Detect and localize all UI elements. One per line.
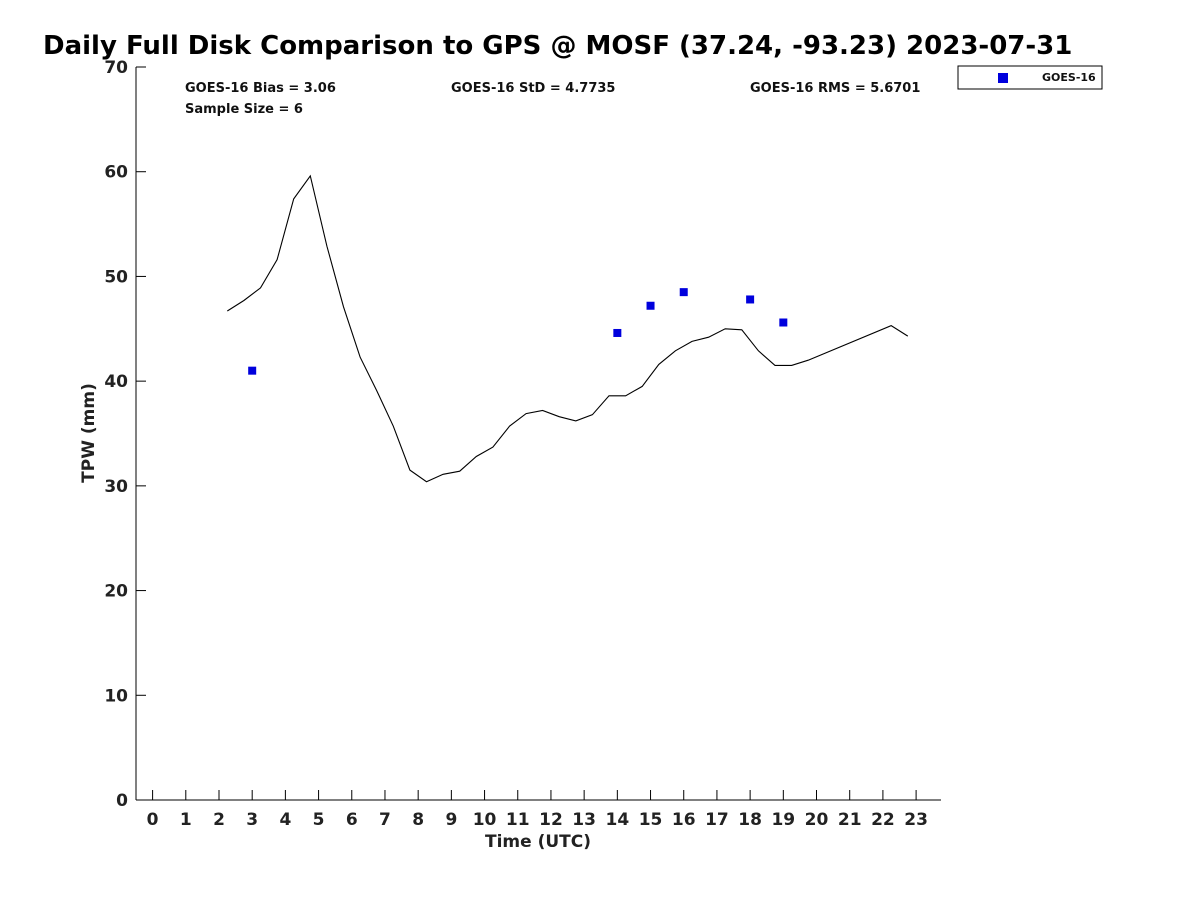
x-tick-label: 9 — [445, 810, 457, 830]
goes16-point — [613, 328, 622, 337]
x-tick-label: 19 — [771, 810, 795, 830]
y-tick-label: 50 — [104, 267, 128, 287]
stat-rms: GOES-16 RMS = 5.6701 — [750, 81, 920, 96]
stat-sample-size: Sample Size = 6 — [185, 102, 303, 117]
y-tick-label: 70 — [104, 58, 128, 78]
y-tick-label: 60 — [104, 163, 128, 183]
y-axis-label: TPW (mm) — [79, 383, 99, 483]
x-tick-label: 21 — [838, 810, 862, 830]
x-tick-label: 14 — [606, 810, 630, 830]
goes16-point — [679, 288, 688, 297]
x-tick-label: 0 — [147, 810, 159, 830]
x-tick-label: 5 — [313, 810, 325, 830]
legend-label-goes16: GOES-16 — [1042, 71, 1096, 84]
gps-tpw-line — [227, 174, 909, 483]
x-tick-label: 11 — [506, 810, 530, 830]
goes16-point — [779, 318, 788, 327]
y-tick-label: 20 — [104, 582, 128, 602]
x-tick-label: 1 — [180, 810, 192, 830]
x-tick-label: 13 — [572, 810, 596, 830]
x-tick-label: 16 — [672, 810, 696, 830]
x-tick-label: 10 — [473, 810, 497, 830]
x-tick-label: 2 — [213, 810, 225, 830]
y-tick-label: 30 — [104, 477, 128, 497]
legend-marker-goes16 — [998, 73, 1008, 83]
x-tick-label: 18 — [738, 810, 762, 830]
x-axis-ticks: 0 1 2 3 4 5 6 7 8 9 10 11 12 13 14 15 16 17 18 19 20 21 22 23 — [147, 790, 928, 830]
goes16-point — [646, 301, 655, 310]
x-tick-label: 17 — [705, 810, 729, 830]
x-tick-label: 15 — [639, 810, 663, 830]
legend: GOES-16 — [957, 65, 1103, 90]
stat-bias: GOES-16 Bias = 3.06 — [185, 81, 336, 96]
y-tick-label: 40 — [104, 372, 128, 392]
x-tick-label: 8 — [412, 810, 424, 830]
chart-title: Daily Full Disk Comparison to GPS @ MOSF… — [43, 31, 1072, 61]
x-tick-label: 23 — [904, 810, 928, 830]
x-tick-label: 3 — [246, 810, 258, 830]
axes — [135, 67, 941, 801]
legend-box — [957, 65, 1103, 90]
x-tick-label: 6 — [346, 810, 358, 830]
y-tick-label: 10 — [104, 686, 128, 706]
goes16-point — [746, 295, 755, 304]
goes16-point — [248, 366, 257, 375]
x-tick-label: 7 — [379, 810, 391, 830]
x-tick-label: 12 — [539, 810, 563, 830]
series-layer — [227, 174, 909, 483]
y-axis-ticks: 0 10 20 30 40 50 60 70 — [104, 58, 146, 811]
x-tick-label: 4 — [279, 810, 291, 830]
stat-std: GOES-16 StD = 4.7735 — [451, 81, 615, 96]
y-tick-label: 0 — [116, 791, 128, 811]
x-tick-label: 22 — [871, 810, 895, 830]
x-axis-label: Time (UTC) — [485, 832, 591, 852]
x-tick-label: 20 — [805, 810, 829, 830]
